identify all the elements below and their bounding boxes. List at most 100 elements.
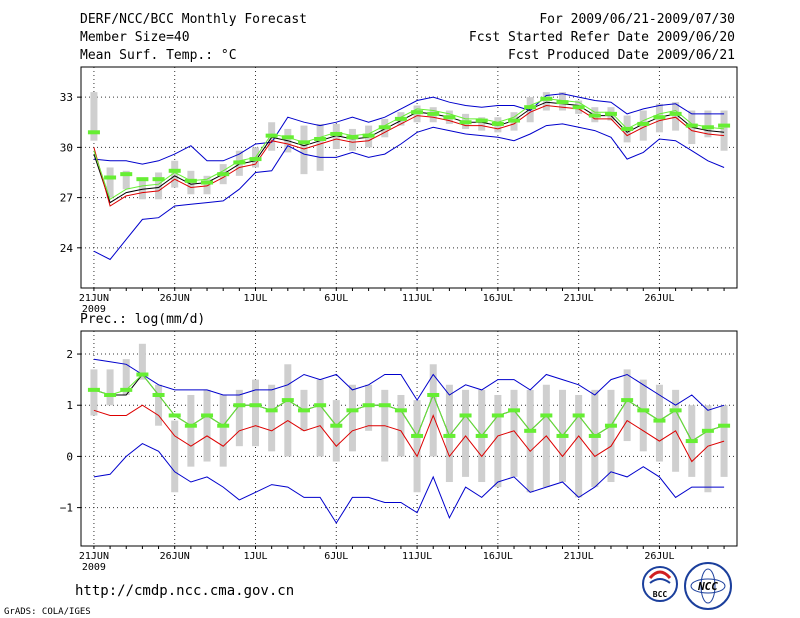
temp-range-bar-0 <box>90 92 98 141</box>
temp-marker-38 <box>701 125 714 130</box>
temp-xtick-label-0: 21JUN <box>79 293 109 304</box>
temp-marker-22 <box>443 115 456 120</box>
temp-marker-19 <box>394 116 407 121</box>
temp-marker-23 <box>459 120 472 125</box>
temp-xtick-label-7: 26JUL <box>644 293 674 304</box>
prec-marker-6 <box>184 423 197 428</box>
temp-marker-37 <box>685 123 698 128</box>
prec-range-bar-17 <box>365 384 373 431</box>
temp-xtick-label-6: 21JUL <box>564 293 594 304</box>
prec-marker-10 <box>249 403 262 408</box>
prec-marker-4 <box>152 392 165 397</box>
prec-range-bar-4 <box>155 384 163 426</box>
temp-range-bar-13 <box>300 125 308 175</box>
prec-range-bar-10 <box>252 379 260 447</box>
footer-url[interactable]: http://cmdp.ncc.cma.gov.cn <box>75 583 294 599</box>
temp-range-bar-38 <box>704 110 712 138</box>
temp-range-bar-16 <box>348 128 356 151</box>
temp-range-bar-2 <box>122 170 130 190</box>
prec-plot-area <box>87 343 731 524</box>
prec-range-bar-27 <box>526 389 534 493</box>
temp-marker-15 <box>330 131 343 136</box>
temp-series-control-run <box>93 98 725 201</box>
prec-ytick-label-1: 0 <box>66 450 73 463</box>
prec-range-bar-34 <box>639 379 647 452</box>
prec-marker-12 <box>281 398 294 403</box>
bcc-logo-text: BCC <box>653 590 668 599</box>
prec-xtick-label-0: 21JUN <box>79 551 109 562</box>
footer-credit: GrADS: COLA/IGES <box>4 607 91 617</box>
temp-marker-30 <box>572 105 585 110</box>
temp-marker-34 <box>637 121 650 126</box>
prec-ytick-label-2: 1 <box>66 399 73 412</box>
temp-plot-area <box>87 92 731 261</box>
prec-range-bar-0 <box>90 369 98 416</box>
prec-marker-38 <box>701 428 714 433</box>
temp-marker-29 <box>556 100 569 105</box>
prec-range-bar-20 <box>413 400 421 493</box>
temp-range-bar-5 <box>171 160 179 188</box>
prec-marker-1 <box>104 392 117 397</box>
prec-marker-34 <box>637 408 650 413</box>
prec-marker-15 <box>330 423 343 428</box>
temp-series-ensemble-mean <box>93 101 725 204</box>
temp-marker-13 <box>297 140 310 145</box>
temp-marker-10 <box>249 157 262 162</box>
temp-marker-11 <box>265 133 278 138</box>
temp-xtick-label-2: 1JUL <box>243 293 267 304</box>
prec-range-bar-8 <box>219 394 227 467</box>
temp-xtick-label-1: 26JUN <box>160 293 190 304</box>
temp-series-ensemble-max <box>93 93 725 165</box>
prec-range-bar-23 <box>462 389 470 477</box>
prec-marker-2 <box>120 387 133 392</box>
temp-marker-4 <box>152 177 165 182</box>
precip-panel-title: Prec.: log(mm/d) <box>80 312 205 327</box>
prec-marker-32 <box>604 423 617 428</box>
ncc-logo-ring <box>684 562 732 610</box>
prec-range-bar-21 <box>429 364 437 457</box>
temp-marker-20 <box>411 110 424 115</box>
temp-marker-12 <box>281 135 294 140</box>
prec-marker-13 <box>297 408 310 413</box>
prec-range-bar-22 <box>445 384 453 483</box>
prec-xtick-label-4: 11JUL <box>402 551 432 562</box>
temp-marker-21 <box>427 111 440 116</box>
prec-marker-39 <box>718 423 731 428</box>
prec-range-bar-12 <box>284 364 292 457</box>
prec-marker-3 <box>136 372 149 377</box>
temp-range-bar-4 <box>155 172 163 200</box>
temp-marker-28 <box>540 96 553 101</box>
prec-marker-14 <box>314 403 327 408</box>
prec-range-bar-9 <box>235 389 243 447</box>
temp-marker-7 <box>201 180 214 185</box>
prec-range-bar-7 <box>203 389 211 462</box>
temp-range-bar-36 <box>672 102 680 131</box>
prec-marker-24 <box>475 433 488 438</box>
prec-marker-19 <box>394 408 407 413</box>
prec-ytick-label-3: 2 <box>66 348 73 361</box>
prec-xtick-year: 2009 <box>82 562 106 573</box>
prec-marker-28 <box>540 413 553 418</box>
prec-marker-21 <box>427 392 440 397</box>
prec-xtick-label-6: 21JUL <box>564 551 594 562</box>
prec-marker-23 <box>459 413 472 418</box>
prec-range-bar-14 <box>316 379 324 457</box>
ncc-logo: NCC <box>684 562 732 610</box>
temp-marker-3 <box>136 177 149 182</box>
temp-marker-2 <box>120 172 133 177</box>
temp-xtick-label-4: 11JUL <box>402 293 432 304</box>
prec-series-control-run <box>93 373 725 442</box>
prec-range-bar-2 <box>122 359 130 395</box>
temp-series-bias-corrected-mean <box>93 104 725 207</box>
temp-marker-9 <box>233 160 246 165</box>
prec-marker-22 <box>443 433 456 438</box>
prec-marker-33 <box>621 398 634 403</box>
prec-range-bar-35 <box>655 384 663 462</box>
temp-marker-18 <box>378 125 391 130</box>
temp-marker-39 <box>718 123 731 128</box>
prec-marker-27 <box>524 428 537 433</box>
prec-range-bar-6 <box>187 394 195 467</box>
temp-range-bar-15 <box>332 123 340 150</box>
